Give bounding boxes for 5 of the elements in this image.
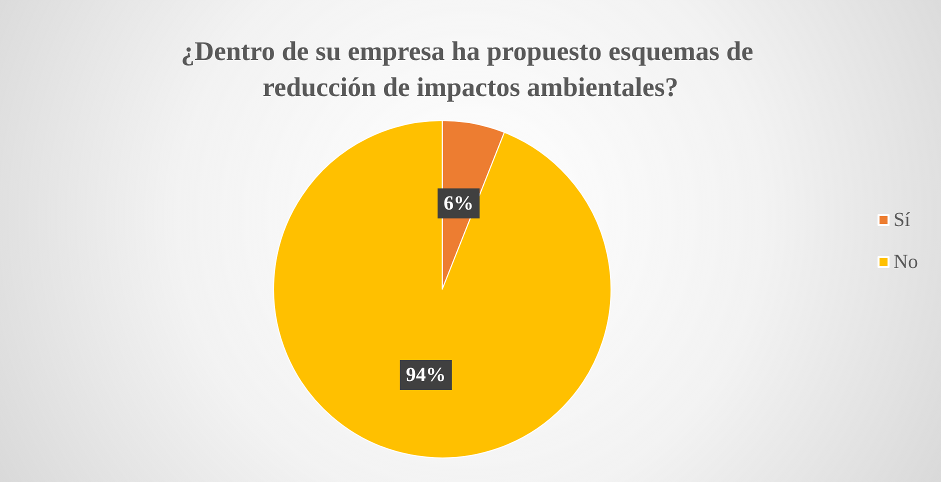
legend-label: Sí [894, 209, 911, 231]
data-label: 94% [406, 364, 446, 386]
chart-title: ¿Dentro de su empresa ha propuesto esquemas de reducción de impactos ambientales? [180, 36, 760, 102]
legend-label: No [894, 251, 918, 273]
data-label: 6% [444, 192, 474, 214]
